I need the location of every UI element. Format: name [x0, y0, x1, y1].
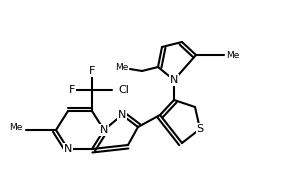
Text: Me: Me: [10, 123, 23, 133]
Text: N: N: [100, 125, 108, 135]
Text: N: N: [170, 75, 178, 85]
Text: Me: Me: [226, 50, 239, 59]
Text: F: F: [69, 85, 75, 95]
Text: S: S: [196, 124, 204, 134]
Text: Cl: Cl: [118, 85, 129, 95]
Text: F: F: [89, 66, 95, 76]
Text: Me: Me: [115, 62, 128, 71]
Text: N: N: [118, 110, 126, 120]
Text: N: N: [64, 144, 72, 154]
